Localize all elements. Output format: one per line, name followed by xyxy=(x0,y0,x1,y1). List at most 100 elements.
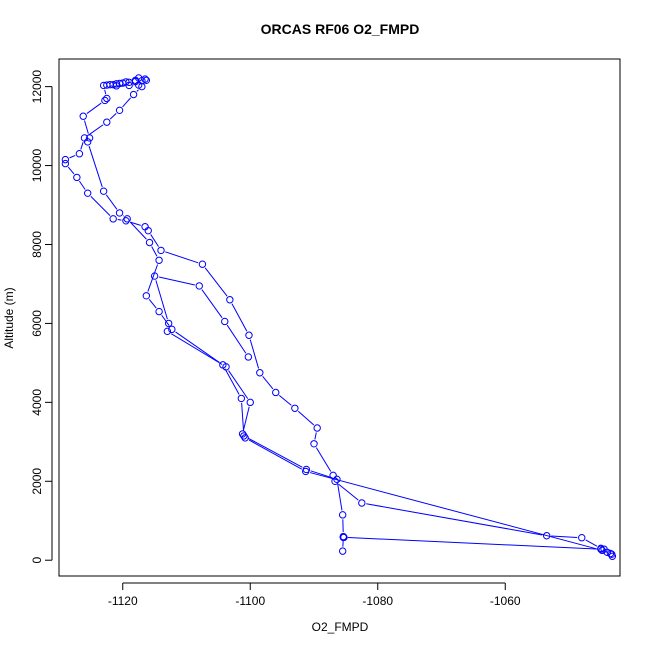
data-point xyxy=(240,432,248,440)
data-point xyxy=(75,150,84,158)
series-segment xyxy=(84,120,89,134)
y-tick-label: 0 xyxy=(30,557,44,564)
series-segment xyxy=(175,331,220,363)
data-point xyxy=(109,215,117,223)
data-point xyxy=(163,327,172,336)
series-segment xyxy=(347,537,597,550)
series-segment xyxy=(87,124,104,136)
data-point xyxy=(99,187,108,195)
data-point xyxy=(144,226,152,235)
series-segment xyxy=(158,276,195,286)
series-segment xyxy=(201,289,223,319)
data-point xyxy=(542,532,551,540)
data-point xyxy=(245,331,253,339)
data-point xyxy=(310,440,318,448)
data-point xyxy=(313,424,321,432)
y-axis: 0 2000 4000 6000 8000 10000 12000 xyxy=(30,70,53,564)
series-segment xyxy=(67,166,75,175)
data-point xyxy=(340,533,348,542)
data-point xyxy=(226,296,234,304)
series-segment xyxy=(248,439,303,470)
data-point xyxy=(112,82,121,90)
x-axis: -1120 -1100 -1080 -1060 xyxy=(108,582,521,608)
plot-frame xyxy=(58,58,621,577)
data-point xyxy=(138,82,146,91)
x-tick-label: -1060 xyxy=(490,594,521,608)
data-point xyxy=(338,547,347,555)
data-point xyxy=(103,81,111,89)
series-segment xyxy=(337,483,343,511)
data-point xyxy=(358,499,366,507)
data-point xyxy=(237,394,246,403)
x-tick-label: -1100 xyxy=(235,594,265,608)
series-segment xyxy=(551,535,578,538)
series-segment xyxy=(86,102,102,114)
series-segment xyxy=(262,375,274,390)
series-segment xyxy=(78,180,86,190)
data-point xyxy=(331,477,339,485)
data-point xyxy=(61,155,70,164)
data-point xyxy=(238,430,247,438)
series-segment xyxy=(80,142,84,150)
series-segment xyxy=(243,406,250,430)
series-segment xyxy=(129,221,147,240)
series-segment xyxy=(315,447,332,472)
data-point xyxy=(164,319,173,328)
series-segment xyxy=(130,221,141,226)
series-segment xyxy=(148,298,157,309)
x-tick-label: -1120 xyxy=(108,594,138,608)
data-point xyxy=(125,81,133,90)
data-point xyxy=(338,511,347,519)
data-point xyxy=(85,134,94,142)
data-point xyxy=(256,369,264,377)
series-segment xyxy=(88,146,103,188)
series-segment xyxy=(109,113,117,120)
series-1 xyxy=(61,74,617,560)
data-point xyxy=(221,317,229,326)
series-segment xyxy=(204,267,228,297)
series-segment xyxy=(90,196,111,216)
series-segment xyxy=(155,280,168,320)
series-segment xyxy=(310,470,333,479)
series-segment xyxy=(170,333,223,365)
series-segment xyxy=(161,314,170,326)
data-point xyxy=(115,209,124,217)
series-segment xyxy=(247,437,303,468)
y-axis-label: Altitude (m) xyxy=(2,287,16,348)
series-segment xyxy=(117,219,122,221)
y-tick-label: 6000 xyxy=(30,310,44,337)
data-point xyxy=(608,550,616,558)
series-segment xyxy=(606,551,608,554)
data-point xyxy=(79,112,87,120)
y-tick-label: 12000 xyxy=(30,70,44,104)
series-segment xyxy=(105,194,118,210)
data-point xyxy=(61,159,70,168)
series-segment xyxy=(585,539,598,547)
data-point xyxy=(578,534,586,542)
data-point xyxy=(195,282,203,290)
data-point xyxy=(150,272,159,280)
series-segment xyxy=(151,246,158,257)
series-segment xyxy=(338,483,359,501)
series-segment xyxy=(241,402,245,432)
data-point xyxy=(598,546,606,555)
data-point xyxy=(291,404,299,412)
series-segment xyxy=(226,324,247,354)
data-point xyxy=(103,94,111,103)
series-segment xyxy=(165,251,199,264)
data-point xyxy=(122,217,130,225)
y-tick-label: 10000 xyxy=(30,149,44,183)
data-point xyxy=(129,90,138,99)
series-segment xyxy=(122,97,131,108)
data-point xyxy=(73,173,81,182)
series-segment xyxy=(224,368,240,395)
series-segment xyxy=(228,370,249,399)
series-2 xyxy=(150,272,616,558)
data-point xyxy=(168,325,176,334)
data-point xyxy=(603,548,611,557)
data-point xyxy=(155,307,163,316)
data-series xyxy=(61,74,617,560)
data-point xyxy=(83,189,92,197)
series-segment xyxy=(314,432,317,440)
